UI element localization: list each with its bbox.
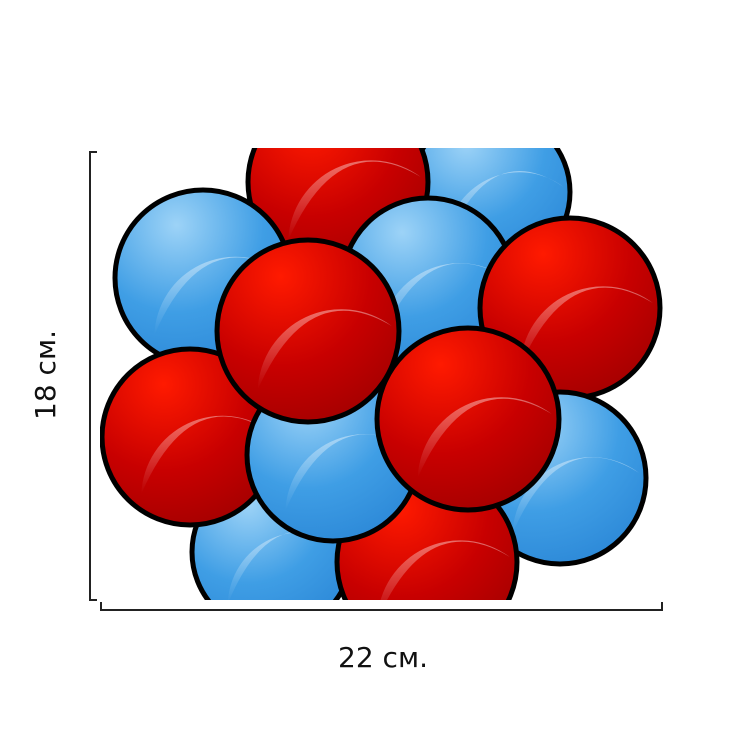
ball-shine	[154, 256, 284, 335]
ball-shine	[380, 540, 510, 600]
width-dimension	[100, 602, 663, 611]
ball-shine	[285, 434, 413, 511]
ball-shine	[445, 171, 564, 244]
red-ball	[214, 237, 402, 425]
height-label: 18 см.	[29, 330, 62, 420]
ball-shine	[228, 531, 346, 600]
ball-shine	[520, 286, 653, 366]
ball-shine	[257, 309, 392, 390]
red-ball	[374, 325, 562, 513]
ball-shine	[141, 415, 271, 494]
width-label: 22 см.	[338, 641, 428, 674]
ball-shine	[288, 160, 421, 240]
height-dimension	[89, 151, 97, 601]
ball-shine	[380, 263, 508, 340]
ball-shine	[512, 457, 640, 534]
ball-shine	[417, 397, 552, 478]
balls-group	[100, 148, 663, 600]
